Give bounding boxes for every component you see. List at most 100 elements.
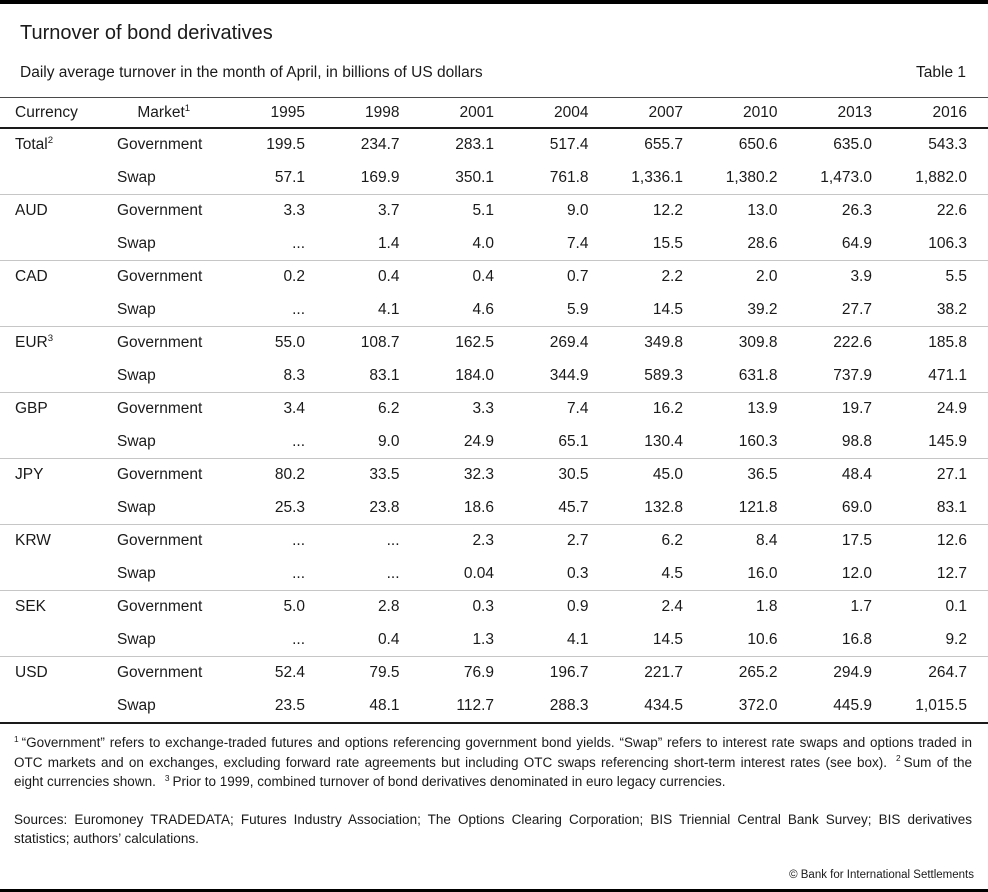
market-cell: Swap [117, 234, 156, 252]
market-cell: Government [117, 598, 203, 616]
value-cell: 5.0 [283, 598, 305, 616]
value-cell: 3.3 [472, 400, 494, 418]
value-cell: 234.7 [360, 136, 400, 154]
footnote-marker: 1 [14, 733, 19, 744]
value-cell: 65.1 [558, 432, 589, 450]
footnotes: 1 “Government” refers to exchange-traded … [14, 733, 972, 792]
table-row: AUD Government 3.3 3.7 5.1 9.0 12.2 13.0 26.3 22.… [0, 194, 988, 228]
value-cell: 10.6 [747, 630, 778, 648]
currency-label: EUR [15, 334, 48, 352]
currency-label: JPY [15, 466, 44, 484]
value-cell: 199.5 [266, 136, 305, 154]
value-cell: 76.9 [463, 664, 494, 682]
market-cell: Government [117, 268, 203, 286]
value-cell: 4.1 [566, 630, 589, 648]
value-cell: 12.7 [936, 564, 967, 582]
header-year-2013: 2013 [837, 103, 872, 121]
value-cell: 160.3 [738, 432, 778, 450]
value-cell: 543.3 [928, 136, 967, 154]
header-year-2007: 2007 [648, 103, 683, 121]
value-cell: ... [292, 532, 305, 550]
header-year-2016: 2016 [932, 103, 967, 121]
value-cell: 3.4 [283, 400, 305, 418]
value-cell: 445.9 [833, 696, 872, 714]
currency-cell: EUR3 [0, 327, 117, 360]
value-cell: 265.2 [738, 664, 778, 682]
page-subtitle: Daily average turnover in the month of A… [20, 64, 483, 81]
value-cell: 169.9 [360, 168, 400, 186]
value-cell: 1,882.0 [915, 168, 967, 186]
header-row: Currency Market1 1995 1998 2001 2004 2007 201… [0, 97, 988, 128]
currency-label: Total [15, 136, 48, 154]
table-row: SEK Government 5.0 2.8 0.3 0.9 2.4 1.8 1.7 0.1 [0, 590, 988, 624]
value-cell: 1.8 [755, 598, 778, 616]
value-cell: 9.2 [945, 630, 967, 648]
value-cell: 222.6 [833, 334, 872, 352]
value-cell: 0.4 [377, 268, 400, 286]
header-year-2001: 2001 [459, 103, 494, 121]
value-cell: 64.9 [841, 234, 872, 252]
currency-cell: JPY [0, 459, 117, 492]
currency-cell [0, 162, 117, 195]
table-row: Swap... 4.1 4.6 5.9 14.5 39.2 27.7 38.2 [0, 294, 988, 327]
value-cell: 33.5 [369, 466, 400, 484]
value-cell: 7.4 [566, 234, 589, 252]
value-cell: 1,336.1 [631, 168, 683, 186]
value-cell: 79.5 [369, 664, 400, 682]
currency-cell [0, 426, 117, 459]
value-cell: 6.2 [377, 400, 400, 418]
value-cell: 98.8 [841, 432, 872, 450]
table-number-label: Table 1 [916, 64, 966, 81]
value-cell: ... [292, 234, 305, 252]
value-cell: 16.8 [841, 630, 872, 648]
value-cell: 16.0 [747, 564, 778, 582]
value-cell: 27.7 [841, 300, 872, 318]
value-cell: 184.0 [455, 366, 494, 384]
value-cell: 1.4 [377, 234, 400, 252]
value-cell: 9.0 [377, 432, 400, 450]
currency-label: CAD [15, 268, 48, 286]
value-cell: 18.6 [463, 498, 494, 516]
value-cell: 4.0 [472, 234, 494, 252]
value-cell: 6.2 [661, 532, 683, 550]
market-cell: Swap [117, 168, 156, 186]
value-cell: 145.9 [928, 432, 967, 450]
value-cell: 221.7 [644, 664, 683, 682]
value-cell: 344.9 [549, 366, 589, 384]
value-cell: 650.6 [738, 136, 778, 154]
value-cell: 9.0 [566, 202, 589, 220]
value-cell: 2.4 [661, 598, 683, 616]
table-row: Swap...... 0.04 0.3 4.5 16.0 12.0 12.7 [0, 558, 988, 591]
header-year-1998: 1998 [365, 103, 400, 121]
footnote-text: Sum of the eight currencies shown. [14, 754, 972, 790]
currency-label: KRW [15, 532, 51, 550]
value-cell: 27.1 [936, 466, 967, 484]
value-cell: 8.4 [755, 532, 778, 550]
header-currency: Currency [15, 103, 78, 121]
footnote-text: Prior to 1999, combined turnover of bond… [172, 774, 726, 789]
market-cell: Swap [117, 696, 156, 714]
table-row: JPY Government 80.2 33.5 32.3 30.5 45.0 36.5 48.… [0, 458, 988, 492]
value-cell: 69.0 [841, 498, 872, 516]
value-cell: 30.5 [558, 466, 589, 484]
value-cell: 132.8 [644, 498, 683, 516]
table-row: Swap... 0.4 1.3 4.1 14.5 10.6 16.8 9.2 [0, 624, 988, 657]
value-cell: 631.8 [738, 366, 778, 384]
value-cell: 2.8 [377, 598, 400, 616]
value-cell: 2.3 [472, 532, 494, 550]
header-year-2010: 2010 [743, 103, 778, 121]
value-cell: 294.9 [833, 664, 872, 682]
currency-cell [0, 492, 117, 525]
table-row: KRW Government...... 2.3 2.7 6.2 8.4 17.5 12.6 [0, 524, 988, 558]
value-cell: ... [292, 300, 305, 318]
value-cell: 5.1 [472, 202, 494, 220]
market-cell: Swap [117, 630, 156, 648]
value-cell: 108.7 [360, 334, 400, 352]
value-cell: 1,380.2 [725, 168, 778, 186]
value-cell: 14.5 [652, 630, 683, 648]
value-cell: 196.7 [549, 664, 589, 682]
currency-footnote-marker: 2 [47, 135, 54, 147]
market-cell: Swap [117, 432, 156, 450]
value-cell: 112.7 [456, 696, 494, 714]
value-cell: 22.6 [936, 202, 967, 220]
